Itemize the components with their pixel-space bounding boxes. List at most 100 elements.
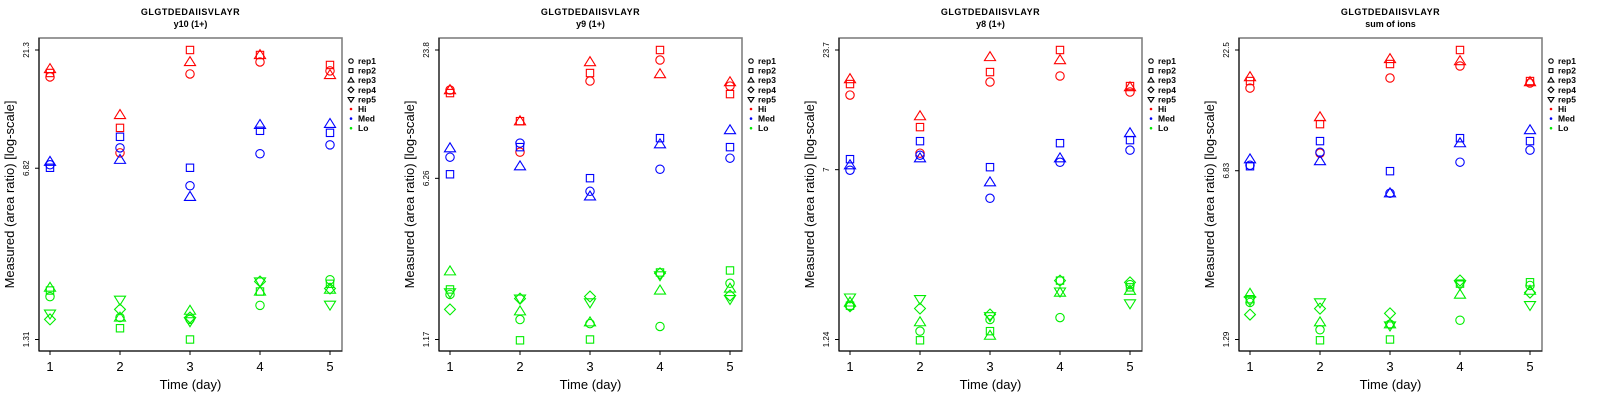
point-med-rep2-day4 xyxy=(255,126,265,136)
point-med-rep3-day3 xyxy=(983,175,997,187)
legend-symbol-rep1 xyxy=(348,58,354,64)
chart-subtitle: y10 (1+) xyxy=(174,19,208,29)
point-hi-rep2-day2 xyxy=(915,122,925,132)
legend-label-rep3: rep3 xyxy=(358,75,376,85)
y-axis-label: Measured (area ratio) [log-scale] xyxy=(1202,101,1217,289)
legend-label-rep5: rep5 xyxy=(758,94,776,104)
x-tick-label: 5 xyxy=(1526,359,1533,374)
legend-symbol-rep4 xyxy=(1547,86,1555,94)
legend-symbol-rep3 xyxy=(1547,76,1555,83)
point-hi-rep3-day3 xyxy=(183,55,197,67)
point-hi-rep3-day4 xyxy=(653,67,667,79)
point-hi-rep3-day2 xyxy=(513,114,527,126)
legend-symbol-rep5 xyxy=(1547,96,1555,104)
legend-dot-med xyxy=(749,117,753,120)
point-hi-rep1-day3 xyxy=(985,77,995,87)
y-tick-label: 7 xyxy=(822,167,831,172)
point-hi-rep2-day1 xyxy=(845,79,855,89)
point-lo-rep3-day2 xyxy=(113,311,127,322)
panel-3: GLGTDEDAIISVLAYR y8 (1+) 23.7 7 1.24 1 2 3 4 5 Tim… xyxy=(802,7,1176,392)
point-lo-rep2-day5 xyxy=(725,266,735,275)
chart-title: GLGTDEDAIISVLAYR xyxy=(141,7,240,17)
y-tick-label: 23.7 xyxy=(822,42,831,58)
point-med-rep2-day4 xyxy=(655,133,665,143)
legend-label-rep1: rep1 xyxy=(758,56,776,66)
chart-subtitle: y9 (1+) xyxy=(576,19,605,29)
point-lo-rep3-day5 xyxy=(323,283,337,294)
x-tick-label: 3 xyxy=(1386,359,1393,374)
point-med-rep1-day5 xyxy=(325,140,335,150)
legend-label-rep1: rep1 xyxy=(358,56,376,66)
point-lo-rep3-day1 xyxy=(443,264,457,276)
legend-label-med: Med xyxy=(758,114,775,124)
point-lo-rep2-day3 xyxy=(585,335,595,344)
point-lo-rep4-day2 xyxy=(1313,302,1327,315)
point-med-rep1-day2 xyxy=(115,143,125,153)
point-med-rep1-day3 xyxy=(185,181,195,191)
legend-label-lo: Lo xyxy=(358,123,368,133)
point-lo-rep2-day5 xyxy=(1125,283,1135,292)
plot-box xyxy=(1238,37,1543,352)
point-lo-rep5-day5 xyxy=(723,295,737,306)
legend-symbol-rep1 xyxy=(748,58,754,64)
legend-dot-hi xyxy=(749,107,753,111)
point-hi-rep1-day2 xyxy=(115,148,125,158)
point-lo-rep2-day2 xyxy=(915,336,925,345)
point-hi-rep3-day5 xyxy=(723,75,737,87)
legend-dot-hi xyxy=(1149,107,1153,111)
point-med-rep2-day3 xyxy=(985,162,995,172)
point-med-rep1-day3 xyxy=(985,193,995,204)
point-med-rep2-day2 xyxy=(915,136,925,146)
legend-label-hi: Hi xyxy=(358,104,367,114)
point-lo-rep3-day4 xyxy=(653,284,667,295)
panel-1: GLGTDEDAIISVLAYR y10 (1+) 21.3 6.82 1.31 1 2 3 4… xyxy=(2,7,376,392)
point-med-rep1-day5 xyxy=(725,153,735,163)
legend-dot-med xyxy=(1549,117,1553,120)
x-tick-label: 5 xyxy=(726,359,733,374)
point-lo-rep2-day3 xyxy=(1385,335,1395,344)
point-med-rep2-day2 xyxy=(515,142,525,152)
point-lo-rep4-day3 xyxy=(183,311,197,324)
point-med-rep1-day4 xyxy=(255,149,265,159)
point-lo-rep4-day1 xyxy=(43,313,57,326)
point-lo-rep5-day4 xyxy=(253,277,267,288)
point-lo-rep4-day1 xyxy=(1243,308,1257,321)
chart-title: GLGTDEDAIISVLAYR xyxy=(941,7,1040,17)
point-lo-rep4-day4 xyxy=(1053,274,1067,287)
point-med-rep2-day5 xyxy=(1125,135,1135,145)
legend-dot-med xyxy=(349,117,353,120)
x-axis-label: Time (day) xyxy=(560,377,622,392)
point-hi-rep1-day4 xyxy=(1055,71,1065,81)
point-hi-rep1-day3 xyxy=(585,76,595,86)
point-lo-rep3-day5 xyxy=(1123,284,1137,295)
point-med-rep1-day4 xyxy=(655,164,665,175)
point-med-rep2-day3 xyxy=(185,163,195,172)
x-tick-label: 2 xyxy=(516,359,523,374)
legend-label-hi: Hi xyxy=(1158,104,1167,114)
legend-symbol-rep4 xyxy=(347,86,355,94)
data-points xyxy=(843,45,1137,345)
legend-label-rep1: rep1 xyxy=(1158,56,1176,66)
y-tick-label: 1.31 xyxy=(22,331,31,347)
x-tick-label: 1 xyxy=(1246,359,1253,374)
point-med-rep3-day4 xyxy=(253,118,267,129)
point-med-rep3-day2 xyxy=(113,153,127,164)
point-med-rep3-day3 xyxy=(1383,186,1397,198)
x-tick-label: 3 xyxy=(586,359,593,374)
point-lo-rep5-day1 xyxy=(43,309,57,321)
data-points xyxy=(43,45,337,344)
point-lo-rep5-day5 xyxy=(323,300,337,312)
point-lo-rep5-day2 xyxy=(513,294,527,305)
point-hi-rep1-day3 xyxy=(1385,73,1395,83)
plot-box xyxy=(38,37,343,352)
x-axis-label: Time (day) xyxy=(1360,377,1422,392)
point-hi-rep3-day1 xyxy=(1243,70,1257,82)
point-hi-rep1-day5 xyxy=(1125,87,1135,97)
legend-label-rep3: rep3 xyxy=(1158,75,1176,85)
point-med-rep1-day2 xyxy=(915,150,925,160)
legend-symbol-rep3 xyxy=(347,76,355,83)
point-hi-rep3-day2 xyxy=(113,108,127,120)
legend-symbol-rep2 xyxy=(1148,68,1154,74)
